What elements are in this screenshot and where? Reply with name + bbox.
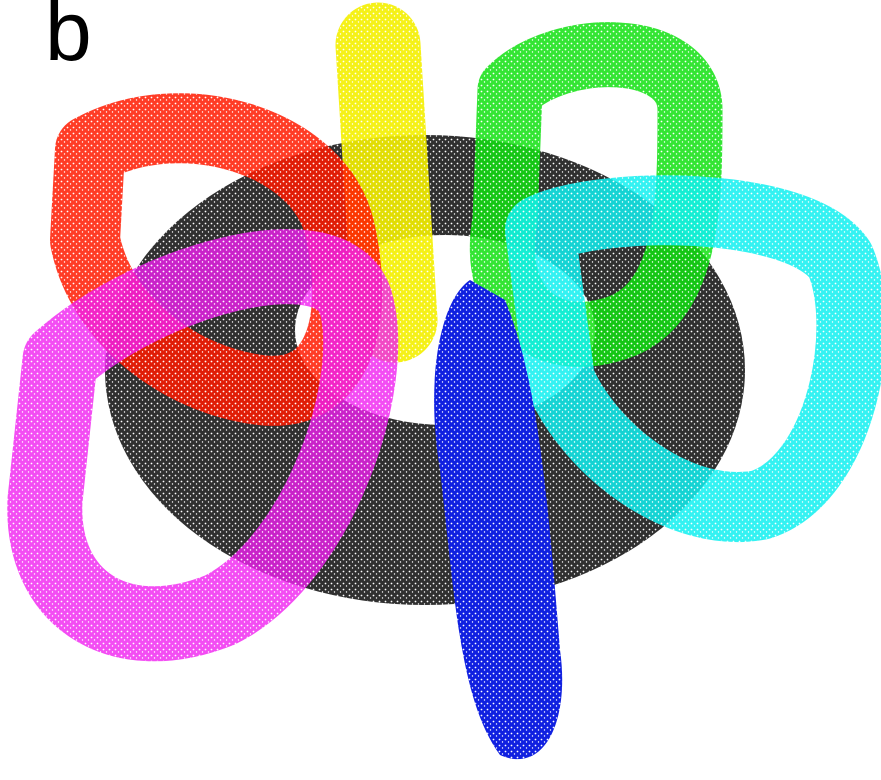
panel-label: b	[45, 0, 92, 78]
figure-panel: b	[0, 0, 881, 780]
